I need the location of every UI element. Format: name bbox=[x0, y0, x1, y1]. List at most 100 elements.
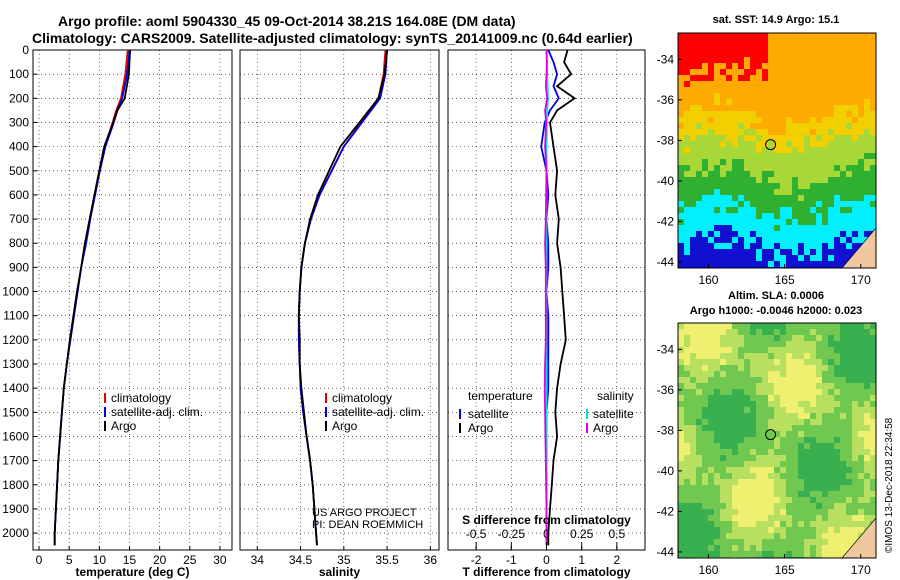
map-cell bbox=[828, 335, 834, 341]
map-cell bbox=[792, 219, 798, 225]
map-cell bbox=[738, 323, 744, 329]
map-y-tick-label: -42 bbox=[657, 504, 675, 518]
map-cell bbox=[870, 473, 876, 479]
map-cell bbox=[852, 467, 858, 473]
map-cell bbox=[816, 237, 822, 243]
map-cell bbox=[840, 39, 846, 45]
map-cell bbox=[810, 207, 816, 213]
map-cell bbox=[858, 347, 864, 353]
map-cell bbox=[846, 45, 852, 51]
map-cell bbox=[738, 33, 744, 39]
map-cell bbox=[780, 87, 786, 93]
map-cell bbox=[780, 135, 786, 141]
map-cell bbox=[732, 201, 738, 207]
map-cell bbox=[834, 323, 840, 329]
map-cell bbox=[846, 165, 852, 171]
map-cell bbox=[738, 225, 744, 231]
map-cell bbox=[768, 135, 774, 141]
map-cell bbox=[726, 45, 732, 51]
map-cell bbox=[792, 353, 798, 359]
map-cell bbox=[786, 249, 792, 255]
map-cell bbox=[702, 219, 708, 225]
map-cell bbox=[738, 219, 744, 225]
map-cell bbox=[762, 195, 768, 201]
map-cell bbox=[792, 255, 798, 261]
legend-label: satellite-adj. clim. bbox=[332, 405, 424, 419]
map-cell bbox=[708, 377, 714, 383]
map-cell bbox=[720, 129, 726, 135]
map-cell bbox=[744, 449, 750, 455]
map-cell bbox=[738, 509, 744, 515]
map-cell bbox=[756, 395, 762, 401]
map-cell bbox=[720, 219, 726, 225]
map-cell bbox=[696, 231, 702, 237]
map-cell bbox=[762, 347, 768, 353]
map-cell bbox=[786, 231, 792, 237]
map-cell bbox=[828, 81, 834, 87]
map-cell bbox=[678, 87, 684, 93]
map-cell bbox=[774, 413, 780, 419]
map-cell bbox=[744, 389, 750, 395]
map-cell bbox=[810, 195, 816, 201]
map-cell bbox=[702, 93, 708, 99]
map-cell bbox=[870, 225, 876, 231]
map-cell bbox=[744, 111, 750, 117]
map-cell bbox=[870, 479, 876, 485]
map-cell bbox=[858, 99, 864, 105]
map-cell bbox=[714, 401, 720, 407]
map-cell bbox=[732, 323, 738, 329]
map-cell bbox=[738, 335, 744, 341]
map-cell bbox=[858, 353, 864, 359]
map-cell bbox=[738, 201, 744, 207]
map-cell bbox=[852, 395, 858, 401]
map-cell bbox=[726, 51, 732, 57]
map-cell bbox=[732, 261, 738, 267]
map-cell bbox=[756, 171, 762, 177]
map-cell bbox=[762, 243, 768, 249]
map-cell bbox=[786, 473, 792, 479]
map-cell bbox=[756, 443, 762, 449]
map-cell bbox=[780, 111, 786, 117]
map-cell bbox=[870, 449, 876, 455]
map-cell bbox=[840, 87, 846, 93]
map-cell bbox=[702, 105, 708, 111]
map-cell bbox=[774, 527, 780, 533]
map-cell bbox=[858, 171, 864, 177]
map-cell bbox=[870, 39, 876, 45]
map-cell bbox=[792, 231, 798, 237]
map-cell bbox=[726, 449, 732, 455]
map-cell bbox=[690, 323, 696, 329]
map-cell bbox=[792, 509, 798, 515]
map-cell bbox=[774, 153, 780, 159]
map-cell bbox=[720, 165, 726, 171]
map-cell bbox=[792, 461, 798, 467]
map-cell bbox=[810, 81, 816, 87]
map-cell bbox=[786, 539, 792, 545]
x-tick-label: 34.5 bbox=[289, 553, 313, 567]
map-cell bbox=[822, 57, 828, 63]
map-cell bbox=[816, 225, 822, 231]
map-cell bbox=[816, 135, 822, 141]
map-cell bbox=[798, 87, 804, 93]
map-cell bbox=[762, 57, 768, 63]
map-cell bbox=[828, 99, 834, 105]
map-cell bbox=[822, 105, 828, 111]
map-cell bbox=[732, 539, 738, 545]
map-cell bbox=[822, 99, 828, 105]
map-cell bbox=[828, 159, 834, 165]
map-cell bbox=[684, 99, 690, 105]
map-cell bbox=[744, 213, 750, 219]
map-cell bbox=[798, 515, 804, 521]
map-cell bbox=[774, 195, 780, 201]
map-cell bbox=[810, 87, 816, 93]
map-cell bbox=[786, 533, 792, 539]
map-cell bbox=[816, 39, 822, 45]
map-cell bbox=[678, 93, 684, 99]
map-cell bbox=[774, 231, 780, 237]
map-cell bbox=[756, 551, 762, 557]
map-cell bbox=[804, 491, 810, 497]
map-cell bbox=[708, 111, 714, 117]
map-cell bbox=[732, 401, 738, 407]
map-cell bbox=[762, 255, 768, 261]
map-cell bbox=[810, 261, 816, 267]
